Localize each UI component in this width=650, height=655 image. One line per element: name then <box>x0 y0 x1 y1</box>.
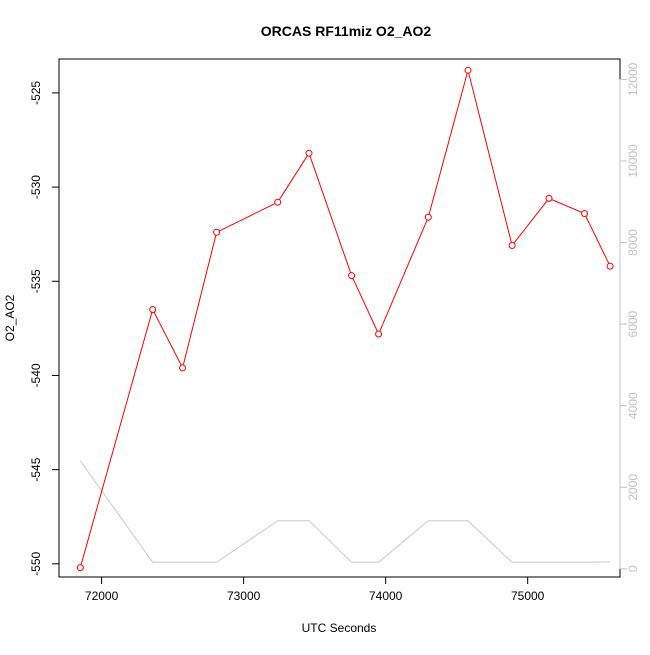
data-point <box>545 194 553 202</box>
x-tick-label: 73000 <box>227 589 261 603</box>
secondary-series-line <box>79 460 611 563</box>
y2-tick-label: 8000 <box>626 229 640 256</box>
x-tick-label: 74000 <box>369 589 403 603</box>
y2-tick-label: 2000 <box>626 474 640 501</box>
y-tick-label: -535 <box>29 269 43 293</box>
x-tick-label: 75000 <box>511 589 545 603</box>
y-tick-label: -525 <box>29 81 43 105</box>
data-point <box>375 330 383 338</box>
data-point <box>464 66 472 74</box>
data-point <box>274 198 282 206</box>
data-point <box>76 564 84 572</box>
x-axis: 72000 73000 74000 75000 <box>85 576 545 603</box>
data-point <box>348 272 356 280</box>
chart-title: ORCAS RF11miz O2_AO2 <box>261 23 432 39</box>
x-tick-label: 72000 <box>85 589 119 603</box>
y2-tick-label: 10000 <box>626 144 640 178</box>
data-point <box>149 306 157 313</box>
y-tick-label: -545 <box>29 457 43 481</box>
y-axis-left: -550 -545 -540 -535 -530 -525 <box>29 81 60 576</box>
data-point <box>424 213 432 221</box>
y-tick-label: -540 <box>29 363 43 387</box>
data-point <box>581 210 588 217</box>
data-point <box>213 228 221 236</box>
y2-tick-label: 6000 <box>626 310 640 337</box>
y2-tick-label: 0 <box>626 565 640 572</box>
y-axis-right: 0 2000 4000 6000 8000 10000 12000 <box>619 62 640 572</box>
y-tick-label: -550 <box>29 551 43 575</box>
y-axis-label: O2_AO2 <box>3 294 17 341</box>
plot-frame <box>58 58 621 578</box>
y-tick-label: -530 <box>29 175 43 199</box>
primary-series-line <box>79 68 611 568</box>
data-point <box>508 242 516 249</box>
data-point <box>179 364 187 372</box>
data-point <box>305 149 313 157</box>
secondary-series-layer <box>79 460 611 563</box>
y2-tick-label: 4000 <box>626 392 640 419</box>
primary-series-layer <box>76 66 614 572</box>
y2-tick-label: 12000 <box>626 62 640 96</box>
data-point <box>606 262 614 270</box>
x-axis-label: UTC Seconds <box>302 621 377 635</box>
